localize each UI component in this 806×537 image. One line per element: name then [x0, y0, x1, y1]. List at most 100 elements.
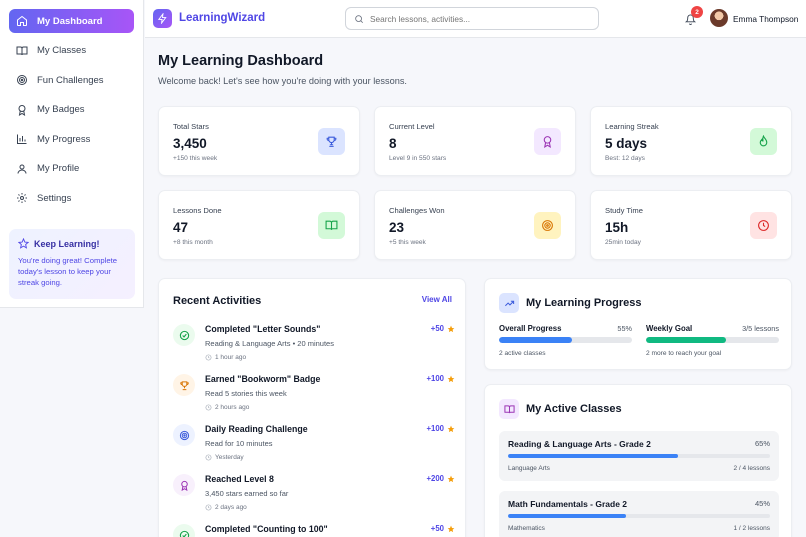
star-icon: [447, 425, 455, 432]
search-input[interactable]: [370, 13, 590, 24]
stat-value: 15h: [605, 220, 629, 235]
stat-card-study-time: Study Time 15h 25min today: [590, 190, 792, 260]
brand-name[interactable]: LearningWizard: [179, 12, 266, 24]
clock-icon: [750, 212, 777, 239]
keep-learning-title: Keep Learning!: [18, 238, 126, 249]
stat-value: 8: [389, 136, 397, 151]
overall-progress-label: Overall Progress: [499, 324, 562, 333]
sidebar-item-label: Fun Challenges: [37, 74, 104, 86]
check-circle-icon: [173, 324, 195, 346]
activity-time-text: 2 days ago: [215, 504, 247, 511]
activity-points: +100: [426, 374, 455, 383]
activity-title: Completed "Letter Sounds": [205, 324, 321, 334]
sidebar-item-challenges[interactable]: Fun Challenges: [9, 68, 134, 92]
class-item[interactable]: Math Fundamentals - Grade 2 45% Mathemat…: [499, 491, 779, 537]
sidebar-item-label: Settings: [37, 192, 72, 204]
activity-points: +100: [426, 424, 455, 433]
class-lessons: 1 / 2 lessons: [733, 525, 771, 532]
trending-up-icon: [499, 293, 519, 313]
stat-label: Total Stars: [173, 122, 209, 131]
sidebar-item-label: My Badges: [37, 104, 85, 115]
stat-label: Current Level: [389, 122, 435, 131]
avatar[interactable]: [710, 9, 728, 27]
keep-learning-card: Keep Learning! You're doing great! Compl…: [9, 229, 135, 299]
stat-value: 47: [173, 220, 189, 235]
stat-label: Challenges Won: [389, 206, 445, 215]
lightning-icon: [157, 13, 167, 24]
clock-icon: [205, 354, 212, 361]
active-classes-title: My Active Classes: [526, 403, 622, 415]
main-content: My Learning Dashboard Welcome back! Let'…: [145, 38, 806, 537]
activity-time-text: 1 hour ago: [215, 354, 247, 361]
class-subject: Language Arts: [508, 465, 550, 472]
stat-label: Study Time: [605, 206, 643, 215]
star-icon: [447, 325, 455, 332]
activity-time-text: 2 hours ago: [215, 404, 250, 411]
activity-points: +200: [426, 474, 455, 483]
activity-desc: Reading & Language Arts • 20 minutes: [205, 339, 334, 348]
overall-progress-bar: [499, 337, 632, 343]
keep-learning-title-text: Keep Learning!: [34, 238, 100, 249]
active-classes-card: My Active Classes Reading & Language Art…: [484, 384, 792, 537]
class-pct: 65%: [754, 439, 770, 448]
overall-progress-sub: 2 active classes: [499, 350, 546, 357]
star-icon: [447, 525, 455, 532]
logo[interactable]: [153, 9, 172, 28]
gear-icon: [16, 192, 28, 204]
keep-learning-text: You're doing great! Complete today's les…: [18, 256, 118, 287]
user-name[interactable]: Emma Thompson: [733, 14, 799, 24]
activity-item[interactable]: Daily Reading Challenge Read for 10 minu…: [173, 421, 455, 471]
activity-item[interactable]: Completed "Counting to 100" +50: [173, 521, 455, 537]
activity-desc: Read for 10 minutes: [205, 439, 273, 448]
book-icon: [499, 399, 519, 419]
activity-points-text: +100: [426, 424, 444, 433]
activity-time: 2 hours ago: [205, 404, 249, 411]
class-name: Reading & Language Arts - Grade 2: [508, 439, 651, 449]
recent-activities-card: Recent Activities View All Completed "Le…: [158, 278, 466, 537]
stat-sub: 25min today: [605, 239, 641, 246]
class-item[interactable]: Reading & Language Arts - Grade 2 65% La…: [499, 431, 779, 481]
activity-time: Yesterday: [205, 454, 244, 461]
sidebar-item-classes[interactable]: My Classes: [9, 39, 134, 63]
stat-card-challenges-won: Challenges Won 23 +5 this week: [374, 190, 576, 260]
sidebar-item-progress[interactable]: My Progress: [9, 127, 134, 151]
search-box[interactable]: [345, 7, 599, 30]
weekly-goal-fill: [646, 337, 726, 343]
star-icon: [447, 375, 455, 382]
top-header: LearningWizard 2 Emma Thompson: [145, 0, 806, 38]
overall-progress-pct: 55%: [617, 324, 632, 333]
class-pct: 45%: [754, 499, 770, 508]
stat-value: 23: [389, 220, 405, 235]
stat-label: Lessons Done: [173, 206, 222, 215]
award-icon: [534, 128, 561, 155]
award-icon: [16, 104, 28, 116]
class-progress-bar: [508, 514, 770, 518]
activity-item[interactable]: Reached Level 8 3,450 stars earned so fa…: [173, 471, 455, 521]
sidebar-item-label: My Profile: [37, 163, 80, 174]
activity-item[interactable]: Earned "Bookworm" Badge Read 5 stories t…: [173, 371, 455, 421]
activity-desc: 3,450 stars earned so far: [205, 489, 289, 498]
page-subtitle: Welcome back! Let's see how you're doing…: [158, 76, 407, 86]
stat-card-learning-streak: Learning Streak 5 days Best: 12 days: [590, 106, 792, 176]
stat-label: Learning Streak: [605, 122, 659, 131]
class-progress-fill: [508, 454, 679, 458]
book-icon: [16, 45, 28, 57]
stat-card-current-level: Current Level 8 Level 9 in 550 stars: [374, 106, 576, 176]
view-all-link[interactable]: View All: [421, 295, 452, 304]
sidebar-item-settings[interactable]: Settings: [9, 186, 134, 210]
weekly-goal-sub: 2 more to reach your goal: [646, 350, 722, 357]
clock-icon: [205, 454, 212, 461]
activity-item[interactable]: Completed "Letter Sounds" Reading & Lang…: [173, 321, 455, 371]
sidebar-item-badges[interactable]: My Badges: [9, 98, 134, 122]
stat-sub: +150 this week: [173, 155, 218, 162]
trophy-icon: [173, 374, 195, 396]
weekly-goal-bar: [646, 337, 779, 343]
notification-badge: 2: [691, 6, 703, 18]
sidebar-item-dashboard[interactable]: My Dashboard: [9, 9, 134, 33]
activity-title: Daily Reading Challenge: [205, 424, 308, 434]
sidebar-item-profile[interactable]: My Profile: [9, 157, 134, 181]
weekly-goal-pct: 3/5 lessons: [742, 324, 779, 333]
activity-points: +50: [431, 524, 455, 533]
activity-desc: Read 5 stories this week: [205, 389, 287, 398]
overall-progress-fill: [499, 337, 573, 343]
